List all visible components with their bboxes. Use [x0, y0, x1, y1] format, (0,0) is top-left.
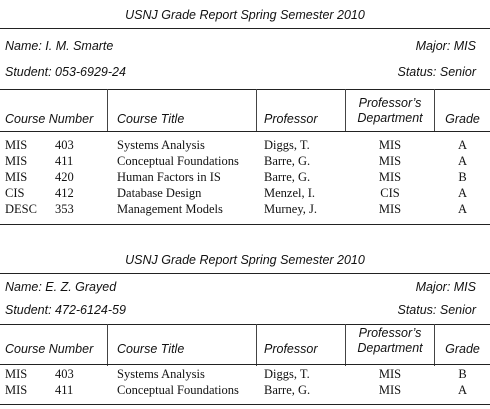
- cell-num: 420: [55, 170, 74, 184]
- cell-num: 403: [55, 367, 74, 381]
- cell-dept: MIS: [5, 170, 28, 184]
- cell-prof-dept: MIS: [378, 367, 402, 381]
- cell-prof-dept: CIS: [380, 186, 400, 200]
- header-dept-line1: Professor’s: [358, 96, 422, 110]
- header-dept-line2: Department: [357, 111, 423, 125]
- cell-title: Management Models: [117, 202, 223, 216]
- column-divider: [107, 89, 108, 131]
- cell-professor: Barre, G.: [264, 154, 311, 168]
- cell-prof-dept: MIS: [378, 383, 402, 397]
- header-rule: [0, 131, 490, 132]
- cell-dept: CIS: [5, 186, 25, 200]
- column-divider: [107, 324, 108, 366]
- table-top-rule: [0, 89, 490, 90]
- student-major: Major: MIS: [415, 280, 476, 294]
- cell-grade: A: [457, 186, 468, 200]
- cell-prof-dept: MIS: [378, 138, 402, 152]
- cell-num: 353: [55, 202, 74, 216]
- column-divider: [345, 89, 346, 131]
- header-professor: Professor: [264, 112, 318, 126]
- cell-grade: A: [457, 154, 468, 168]
- table-bottom-rule: [0, 224, 490, 225]
- student-id: Student: 053-6929-24: [5, 65, 126, 79]
- cell-professor: Barre, G.: [264, 170, 311, 184]
- header-dept-line1: Professor’s: [358, 326, 422, 340]
- cell-dept: MIS: [5, 383, 28, 397]
- student-status: Status: Senior: [397, 303, 476, 317]
- column-divider: [434, 324, 435, 366]
- cell-title: Database Design: [117, 186, 202, 200]
- header-professor: Professor: [264, 342, 318, 356]
- column-divider: [256, 89, 257, 131]
- column-divider: [434, 89, 435, 131]
- student-name: Name: I. M. Smarte: [5, 39, 114, 53]
- student-status: Status: Senior: [397, 65, 476, 79]
- cell-prof-dept: MIS: [378, 202, 402, 216]
- cell-title: Systems Analysis: [117, 138, 205, 152]
- cell-dept: MIS: [5, 367, 28, 381]
- student-major: Major: MIS: [415, 39, 476, 53]
- header-course-number: Course Number: [5, 342, 94, 356]
- cell-num: 411: [55, 383, 74, 397]
- header-dept-line2: Department: [357, 341, 423, 355]
- cell-grade: A: [457, 383, 468, 397]
- report-title: USNJ Grade Report Spring Semester 2010: [125, 253, 365, 267]
- cell-num: 403: [55, 138, 74, 152]
- cell-professor: Diggs, T.: [264, 367, 310, 381]
- header-grade: Grade: [445, 112, 480, 126]
- column-divider: [345, 324, 346, 366]
- cell-num: 411: [55, 154, 74, 168]
- cell-num: 412: [55, 186, 74, 200]
- cell-professor: Barre, G.: [264, 383, 311, 397]
- cell-prof-dept: MIS: [378, 154, 402, 168]
- cell-title: Conceptual Foundations: [117, 383, 239, 397]
- cell-professor: Murney, J.: [264, 202, 318, 216]
- cell-dept: DESC: [5, 202, 37, 216]
- cell-dept: MIS: [5, 138, 28, 152]
- column-divider: [256, 324, 257, 366]
- cell-grade: B: [458, 367, 467, 381]
- header-course-title: Course Title: [117, 112, 185, 126]
- student-name: Name: E. Z. Grayed: [5, 280, 117, 294]
- cell-professor: Diggs, T.: [264, 138, 310, 152]
- cell-title: Systems Analysis: [117, 367, 205, 381]
- cell-grade: B: [458, 170, 467, 184]
- header-course-number: Course Number: [5, 112, 94, 126]
- cell-title: Human Factors in IS: [117, 170, 221, 184]
- header-rule: [0, 364, 490, 365]
- cell-dept: MIS: [5, 154, 28, 168]
- table-top-rule: [0, 324, 490, 325]
- report-title: USNJ Grade Report Spring Semester 2010: [125, 8, 365, 22]
- header-course-title: Course Title: [117, 342, 185, 356]
- cell-professor: Menzel, I.: [264, 186, 316, 200]
- header-grade: Grade: [445, 342, 480, 356]
- cell-grade: A: [457, 202, 468, 216]
- title-rule: [0, 273, 490, 274]
- table-bottom-rule: [0, 404, 490, 405]
- student-id: Student: 472-6124-59: [5, 303, 126, 317]
- cell-title: Conceptual Foundations: [117, 154, 239, 168]
- cell-prof-dept: MIS: [378, 170, 402, 184]
- cell-grade: A: [457, 138, 468, 152]
- title-rule: [0, 28, 490, 29]
